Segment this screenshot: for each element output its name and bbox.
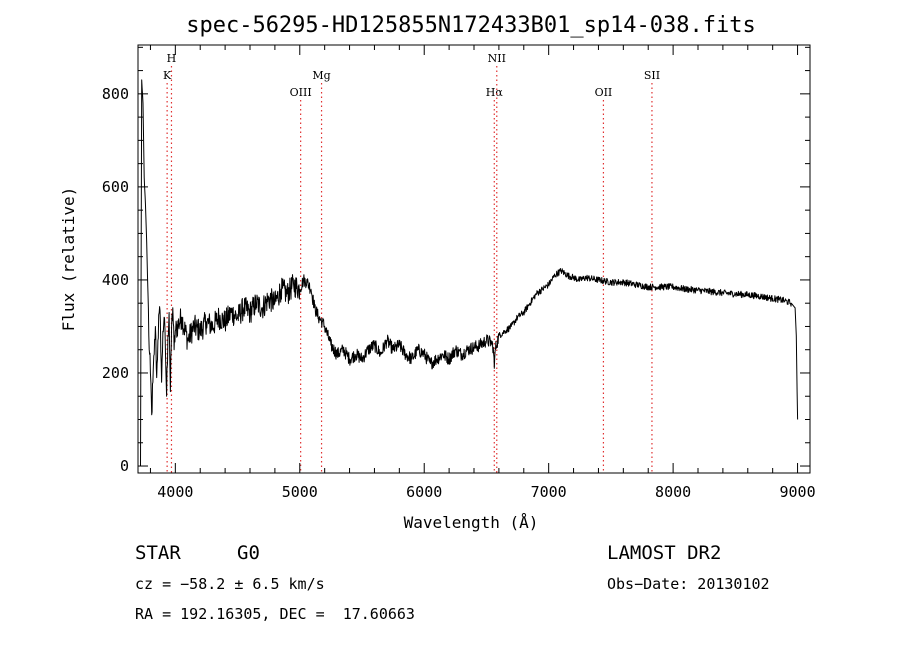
y-tick-label: 600 [102, 178, 129, 196]
line-marker-label: H [167, 52, 177, 65]
chart-title: spec-56295-HD125855N172433B01_sp14-038.f… [186, 13, 756, 38]
x-tick-label: 8000 [655, 483, 691, 501]
line-marker-label: SII [644, 69, 660, 82]
y-tick-label: 800 [102, 85, 129, 103]
x-axis-label: Wavelength (Å) [404, 513, 539, 532]
spectrum-series [140, 79, 799, 467]
y-axis-label: Flux (relative) [59, 187, 78, 332]
survey-label: LAMOST DR2 [607, 542, 722, 564]
spectrum-line [140, 79, 799, 467]
line-marker-label: OIII [290, 86, 312, 99]
plot-frame [137, 44, 811, 474]
obs-date-text: Obs−Date: 20130102 [607, 575, 770, 593]
axis-ticks: 4000 5000 6000 7000 8000 9000 0 200 400 600 800 [102, 45, 816, 501]
x-tick-label: 4000 [157, 483, 193, 501]
x-tick-label: 6000 [406, 483, 442, 501]
line-marker-label: Mg [312, 69, 330, 82]
line-marker-label: Hα [486, 86, 504, 99]
x-tick-label: 9000 [779, 483, 815, 501]
coordinates-text: RA = 192.16305, DEC = 17.60663 [135, 605, 415, 623]
object-class: STAR [135, 542, 181, 564]
x-tick-label: 7000 [531, 483, 567, 501]
y-tick-label: 400 [102, 271, 129, 289]
x-tick-label: 5000 [282, 483, 318, 501]
redshift-text: cz = −58.2 ± 6.5 km/s [135, 575, 325, 593]
y-tick-label: 0 [120, 457, 129, 475]
line-marker-label: NII [488, 52, 506, 65]
line-marker-label: K [163, 69, 172, 82]
spectral-subclass: G0 [237, 542, 260, 564]
y-tick-label: 200 [102, 364, 129, 382]
line-marker-label: OII [595, 86, 613, 99]
